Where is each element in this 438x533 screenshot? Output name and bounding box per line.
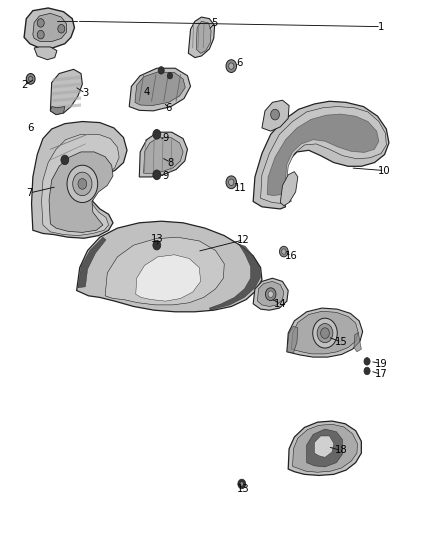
Circle shape [167, 72, 173, 79]
Circle shape [226, 60, 237, 72]
Circle shape [271, 109, 279, 120]
Circle shape [37, 30, 44, 39]
Polygon shape [196, 21, 211, 53]
Circle shape [238, 479, 246, 489]
Polygon shape [53, 76, 81, 82]
Text: 18: 18 [335, 446, 347, 455]
Text: 6: 6 [166, 103, 172, 112]
Polygon shape [33, 13, 67, 42]
Circle shape [37, 19, 44, 27]
Polygon shape [53, 83, 81, 88]
Circle shape [58, 25, 65, 33]
Text: 16: 16 [285, 252, 298, 261]
Text: 3: 3 [82, 88, 88, 98]
Text: 15: 15 [335, 337, 348, 347]
Polygon shape [135, 72, 185, 106]
Polygon shape [105, 237, 224, 305]
Polygon shape [144, 138, 183, 173]
Polygon shape [262, 100, 289, 131]
Polygon shape [253, 278, 288, 310]
Polygon shape [293, 424, 357, 472]
Text: 12: 12 [237, 235, 250, 245]
Circle shape [61, 155, 69, 165]
Text: 8: 8 [168, 158, 174, 167]
Polygon shape [78, 237, 106, 288]
Circle shape [364, 367, 370, 375]
Circle shape [153, 240, 161, 250]
Text: 10: 10 [378, 166, 391, 175]
Circle shape [153, 170, 161, 180]
Polygon shape [188, 17, 215, 58]
Polygon shape [307, 429, 343, 467]
Circle shape [364, 358, 370, 365]
Text: 13: 13 [237, 484, 249, 494]
Text: 5: 5 [212, 19, 218, 28]
Polygon shape [209, 244, 261, 310]
Circle shape [282, 249, 286, 254]
Polygon shape [291, 311, 358, 354]
Text: 6: 6 [237, 58, 243, 68]
Circle shape [78, 179, 87, 189]
Polygon shape [32, 122, 127, 238]
Polygon shape [287, 308, 363, 357]
Polygon shape [253, 101, 389, 209]
Circle shape [279, 246, 288, 257]
Circle shape [158, 67, 164, 74]
Polygon shape [49, 152, 113, 232]
Text: 14: 14 [274, 299, 286, 309]
Text: 11: 11 [233, 183, 247, 192]
Text: 13: 13 [152, 234, 164, 244]
Polygon shape [280, 172, 298, 206]
Circle shape [268, 291, 273, 297]
Circle shape [313, 318, 337, 348]
Circle shape [153, 130, 161, 139]
Circle shape [317, 324, 333, 343]
Polygon shape [42, 134, 119, 236]
Circle shape [229, 179, 234, 185]
Circle shape [265, 288, 276, 301]
Polygon shape [50, 107, 65, 115]
Circle shape [321, 328, 329, 338]
Polygon shape [53, 90, 81, 95]
Polygon shape [354, 333, 361, 352]
Text: 1: 1 [378, 22, 384, 31]
Circle shape [73, 172, 92, 196]
Polygon shape [53, 96, 81, 102]
Circle shape [226, 176, 237, 189]
Text: 9: 9 [162, 171, 169, 181]
Polygon shape [258, 281, 284, 306]
Polygon shape [139, 132, 187, 177]
Polygon shape [136, 255, 201, 301]
Polygon shape [129, 68, 191, 111]
Polygon shape [267, 114, 379, 196]
Polygon shape [287, 326, 298, 353]
Circle shape [26, 74, 35, 84]
Polygon shape [34, 47, 57, 60]
Polygon shape [77, 221, 262, 312]
Text: 7: 7 [27, 188, 33, 198]
Text: 4: 4 [144, 87, 150, 96]
Polygon shape [288, 421, 361, 475]
Polygon shape [314, 436, 334, 457]
Polygon shape [50, 69, 82, 115]
Polygon shape [261, 107, 386, 204]
Circle shape [67, 165, 98, 203]
Text: 19: 19 [374, 359, 388, 368]
Polygon shape [53, 103, 81, 109]
Text: 2: 2 [21, 80, 27, 90]
Text: 9: 9 [162, 133, 169, 142]
Polygon shape [24, 8, 74, 48]
Circle shape [240, 482, 244, 486]
Text: 17: 17 [374, 369, 388, 379]
Circle shape [28, 76, 33, 82]
Text: 6: 6 [28, 123, 34, 133]
Circle shape [229, 63, 234, 69]
